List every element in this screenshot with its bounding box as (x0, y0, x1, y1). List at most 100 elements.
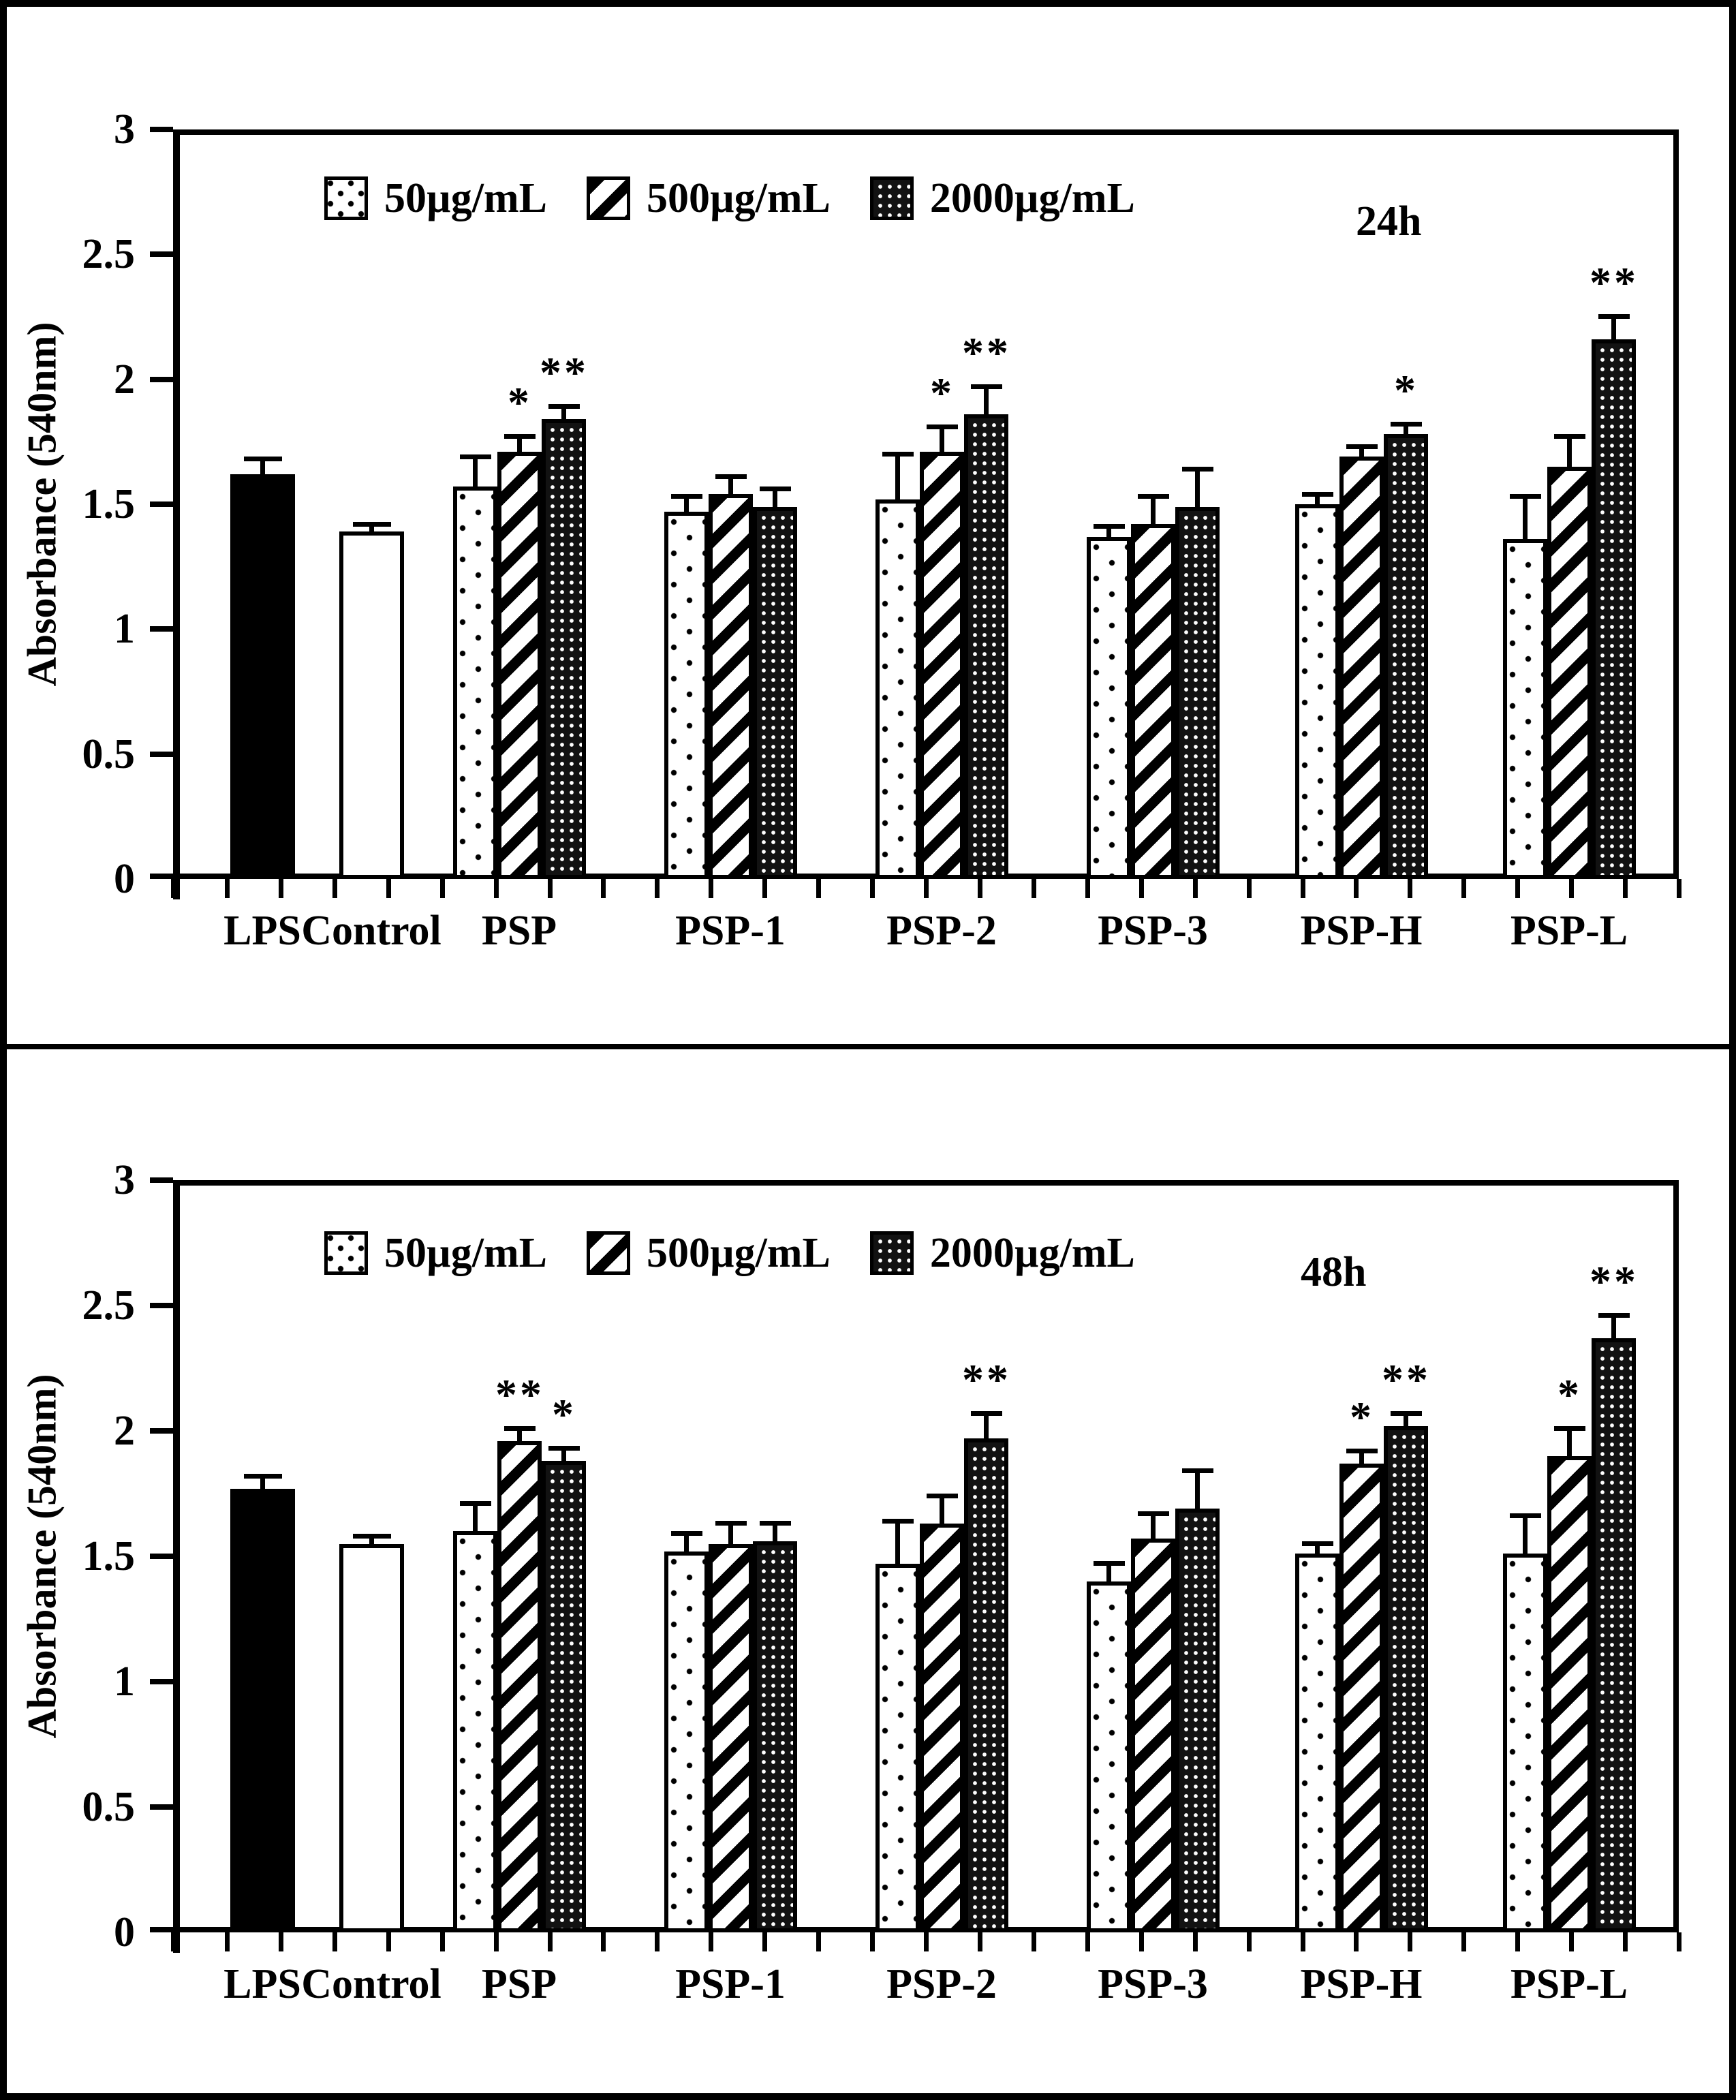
x-axis-tick (171, 879, 176, 898)
bar-PSP-3-50µg/mL (1087, 537, 1131, 879)
error-bar-cap (1510, 1513, 1541, 1518)
x-axis-tick (440, 1932, 445, 1951)
legend-label: 500µg/mL (646, 175, 831, 221)
x-axis-tick (1569, 879, 1574, 898)
x-axis-tick (1247, 1932, 1252, 1951)
error-bar-cap (971, 1411, 1002, 1416)
error-bar-cap (1554, 434, 1585, 439)
bar-PSP-H-2000µg/mL (1384, 1426, 1428, 1932)
legend-label: 50µg/mL (384, 175, 547, 221)
error-bar (1106, 524, 1111, 537)
y-axis-tick (150, 1927, 173, 1932)
bar-PSP-1-500µg/mL (709, 494, 753, 879)
x-category-label: Control (301, 908, 441, 954)
x-axis-tick (1354, 1932, 1359, 1951)
significance-marker: ** (1382, 1355, 1431, 1404)
significance-marker: * (1394, 366, 1419, 414)
error-bar (940, 1494, 944, 1524)
x-axis-tick (978, 1932, 982, 1951)
x-axis-tick (655, 879, 660, 898)
y-tick-label: 2.5 (82, 1282, 136, 1329)
significance-marker: * (508, 378, 532, 427)
bar-PSP-2-500µg/mL (920, 452, 964, 879)
x-axis-tick (1677, 1932, 1681, 1951)
y-axis-tick (150, 377, 173, 382)
x-category-label: PSP-H (1300, 908, 1423, 954)
bar-PSP-H-500µg/mL (1339, 457, 1384, 879)
error-bar-cap (1391, 422, 1422, 427)
x-axis-tick (924, 1932, 929, 1951)
x-category-label: PSP-L (1510, 1961, 1628, 2007)
bar-PSP-2-50µg/mL (875, 1564, 920, 1932)
error-bar-cap (1182, 1468, 1213, 1473)
significance-marker: ** (1590, 258, 1639, 307)
y-axis-tick (150, 1177, 173, 1183)
y-tick-label: 2 (114, 356, 135, 403)
y-axis-extension (173, 1932, 180, 1953)
x-category-label: PSP-3 (1098, 1961, 1208, 2007)
y-tick-label: 0 (114, 1909, 135, 1956)
x-axis-tick (1301, 879, 1305, 898)
error-bar-cap (1391, 1411, 1422, 1416)
legend-swatch-dots-icon (324, 1231, 368, 1275)
error-bar-cap (1138, 1511, 1169, 1516)
x-axis-tick (440, 879, 445, 898)
legend-item-dots: 50µg/mL (324, 1229, 547, 1277)
bar-PSP-H-500µg/mL (1339, 1464, 1384, 1932)
x-axis-tick (762, 879, 767, 898)
bar-PSP-3-2000µg/mL (1175, 507, 1220, 879)
error-bar-cap (504, 1426, 536, 1431)
error-bar-cap (927, 1494, 958, 1498)
error-bar (1359, 1449, 1364, 1464)
x-category-label: PSP-H (1300, 1961, 1423, 2007)
bar-PSP-50µg/mL (453, 487, 497, 879)
legend-item-stripes: 500µg/mL (586, 1229, 831, 1277)
x-axis-tick (1408, 1932, 1412, 1951)
bar-PSP-3-500µg/mL (1131, 524, 1175, 879)
error-bar-cap (1302, 492, 1333, 497)
legend-swatch-dense-icon (869, 176, 914, 220)
x-axis-tick (1139, 1932, 1144, 1951)
x-axis-tick (386, 1932, 391, 1951)
error-bar-cap (1138, 494, 1169, 499)
error-bar-cap (882, 452, 914, 457)
bar-PSP-2-2000µg/mL (964, 1438, 1008, 1932)
error-bar-cap (1510, 494, 1541, 499)
x-category-label: Control (301, 1961, 441, 2007)
bar-Control-Control (339, 531, 404, 879)
error-bar-cap (671, 494, 702, 499)
x-axis-tick (279, 879, 283, 898)
x-axis-tick (225, 879, 230, 898)
error-bar-cap (715, 474, 747, 479)
error-bar-cap (548, 404, 580, 409)
x-axis-tick (225, 1932, 230, 1951)
error-bar (684, 1531, 689, 1551)
legend-label: 50µg/mL (384, 1230, 547, 1276)
significance-marker: ** (495, 1370, 544, 1419)
x-category-label: PSP-2 (886, 1961, 997, 2007)
error-bar-cap (1346, 444, 1378, 449)
x-axis-tick (655, 1932, 660, 1951)
bar-PSP-500µg/mL (497, 1441, 542, 1932)
error-bar (369, 522, 374, 531)
bar-LPS-LPS (230, 474, 295, 879)
x-axis-tick (1623, 1932, 1628, 1951)
error-bar (773, 1521, 777, 1541)
y-tick-label: 3 (114, 106, 135, 153)
x-axis-tick (1515, 879, 1520, 898)
error-bar (773, 487, 777, 507)
time-annotation: 24h (1356, 198, 1422, 245)
bar-PSP-3-50µg/mL (1087, 1581, 1131, 1932)
error-bar (728, 1521, 733, 1544)
error-bar (895, 452, 900, 499)
y-axis-tick (150, 251, 173, 257)
x-category-label: PSP-3 (1098, 908, 1208, 954)
error-bar (561, 1446, 566, 1461)
error-bar (1195, 467, 1200, 507)
x-category-label: PSP (481, 908, 557, 954)
error-bar (369, 1534, 374, 1544)
x-axis-tick (1461, 1932, 1466, 1951)
x-axis-tick (1677, 879, 1681, 898)
x-axis-tick (601, 879, 606, 898)
